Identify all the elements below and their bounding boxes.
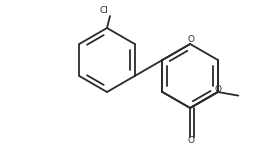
- Text: Cl: Cl: [100, 5, 108, 15]
- Text: O: O: [214, 85, 221, 94]
- Text: O: O: [188, 34, 195, 44]
- Text: O: O: [188, 136, 195, 145]
